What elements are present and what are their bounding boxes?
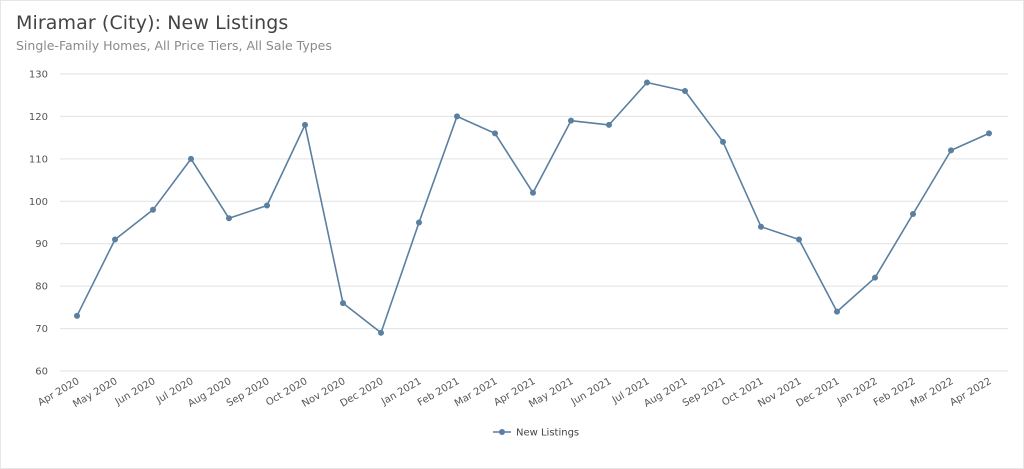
data-point: [796, 236, 802, 243]
x-tick-label: Jan 2021: [379, 376, 424, 408]
x-tick-label: Mar 2022: [909, 376, 956, 409]
chart-title: Miramar (City): New Listings: [16, 12, 289, 34]
x-tick-label: Sep 2020: [225, 376, 272, 409]
data-point: [188, 155, 194, 162]
y-tick-label: 70: [35, 324, 48, 335]
x-tick-label: Sep 2021: [681, 376, 728, 409]
legend-label: New Listings: [516, 428, 579, 439]
gridlines: [60, 73, 1008, 372]
y-axis: 60 70 80 90 100 110 120 130: [29, 70, 48, 378]
data-point: [682, 87, 688, 94]
y-tick-label: 110: [29, 154, 48, 165]
y-tick-label: 80: [35, 282, 48, 293]
data-point: [910, 211, 916, 218]
y-tick-label: 120: [29, 112, 48, 123]
x-tick-label: Jan 2022: [835, 376, 880, 408]
y-tick-label: 60: [35, 367, 48, 378]
data-point: [112, 236, 118, 243]
series-layer: [74, 79, 992, 336]
x-tick-label: Dec 2020: [338, 376, 385, 410]
data-point: [302, 121, 308, 128]
x-tick-label: Jun 2020: [113, 376, 158, 408]
data-point: [226, 215, 232, 222]
data-point: [758, 223, 764, 230]
y-tick-label: 90: [35, 239, 48, 250]
data-point: [340, 300, 346, 307]
data-point: [264, 202, 270, 209]
data-point: [872, 274, 878, 281]
data-point: [568, 117, 574, 124]
y-tick-label: 100: [29, 197, 48, 208]
data-point: [74, 312, 80, 319]
x-tick-label: Dec 2021: [794, 376, 841, 410]
data-point: [644, 79, 650, 86]
legend-marker: [499, 429, 505, 435]
data-point: [606, 121, 612, 128]
x-tick-label: Jun 2021: [569, 376, 614, 408]
x-tick-label: Aug 2020: [186, 376, 233, 410]
chart-subtitle: Single-Family Homes, All Price Tiers, Al…: [16, 38, 332, 53]
data-point: [416, 219, 422, 226]
data-point: [150, 206, 156, 213]
y-tick-label: 130: [29, 70, 48, 81]
data-point: [492, 130, 498, 137]
series-line: [76, 81, 990, 334]
x-tick-label: Aug 2021: [642, 376, 689, 410]
data-point: [720, 138, 726, 145]
x-tick-label: Mar 2021: [453, 376, 500, 409]
x-tick-label: Apr 2022: [948, 376, 993, 408]
data-point: [378, 329, 384, 336]
data-point: [834, 308, 840, 315]
data-point: [986, 130, 992, 137]
data-point: [530, 189, 536, 196]
data-point: [948, 147, 954, 154]
legend: New Listings: [493, 428, 579, 439]
data-point: [454, 113, 460, 120]
